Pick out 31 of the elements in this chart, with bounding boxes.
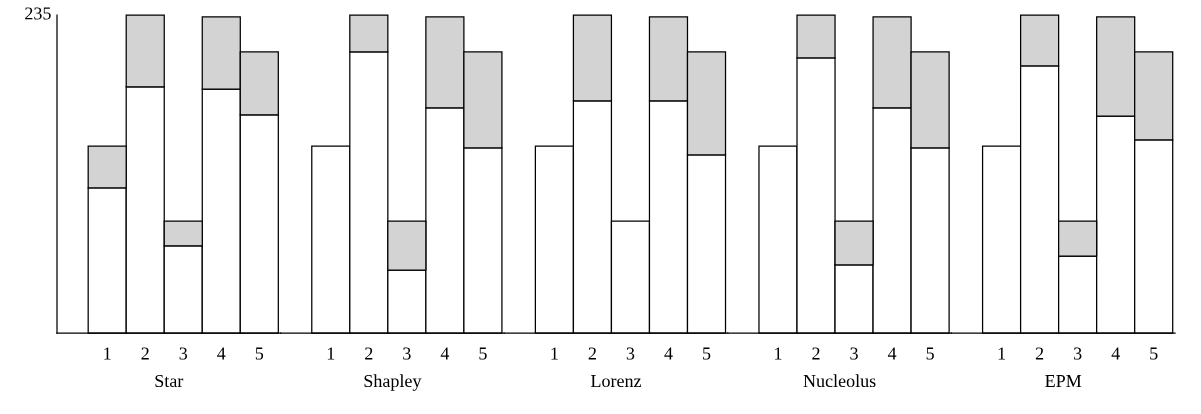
x-tick-label: 1 [551,347,558,360]
x-tick-label: 3 [1074,347,1082,360]
x-tick-label: 3 [626,347,635,360]
x-axis-title: Lorenz [590,375,642,388]
x-tick-label: 2 [141,347,149,360]
x-tick-label: 4 [1111,347,1120,360]
x-tick-label: 2 [812,347,820,360]
x-tick-label: 1 [104,347,111,360]
text: 235 [25,7,51,20]
x-axis-title: Star [155,374,184,388]
x-tick-label: 5 [703,347,711,360]
x-tick-label: 3 [403,347,411,360]
x-tick-label: 1 [327,347,335,360]
x-tick-label: 4 [440,347,450,360]
x-tick-label: 5 [479,347,487,360]
x-tick-label: 4 [664,347,673,360]
x-tick-label: 1 [998,347,1006,360]
x-axis-title: Shapley [364,374,422,391]
x-tick-label: 3 [179,347,188,360]
x-tick-label: 2 [588,347,596,360]
x-tick-label: 4 [887,347,897,360]
x-tick-label: 5 [255,347,264,360]
x-tick-label: 5 [926,347,934,360]
x-axis-title: Nucleolus [803,374,876,388]
x-tick-label: 3 [850,347,858,360]
x-tick-label: 1 [775,347,782,360]
x-axis-title: EPM [1045,375,1082,387]
x-tick-label: 5 [1150,347,1158,360]
x-tick-label: 2 [1035,347,1044,360]
x-tick-label: 2 [365,347,373,360]
x-tick-label: 4 [217,347,226,360]
